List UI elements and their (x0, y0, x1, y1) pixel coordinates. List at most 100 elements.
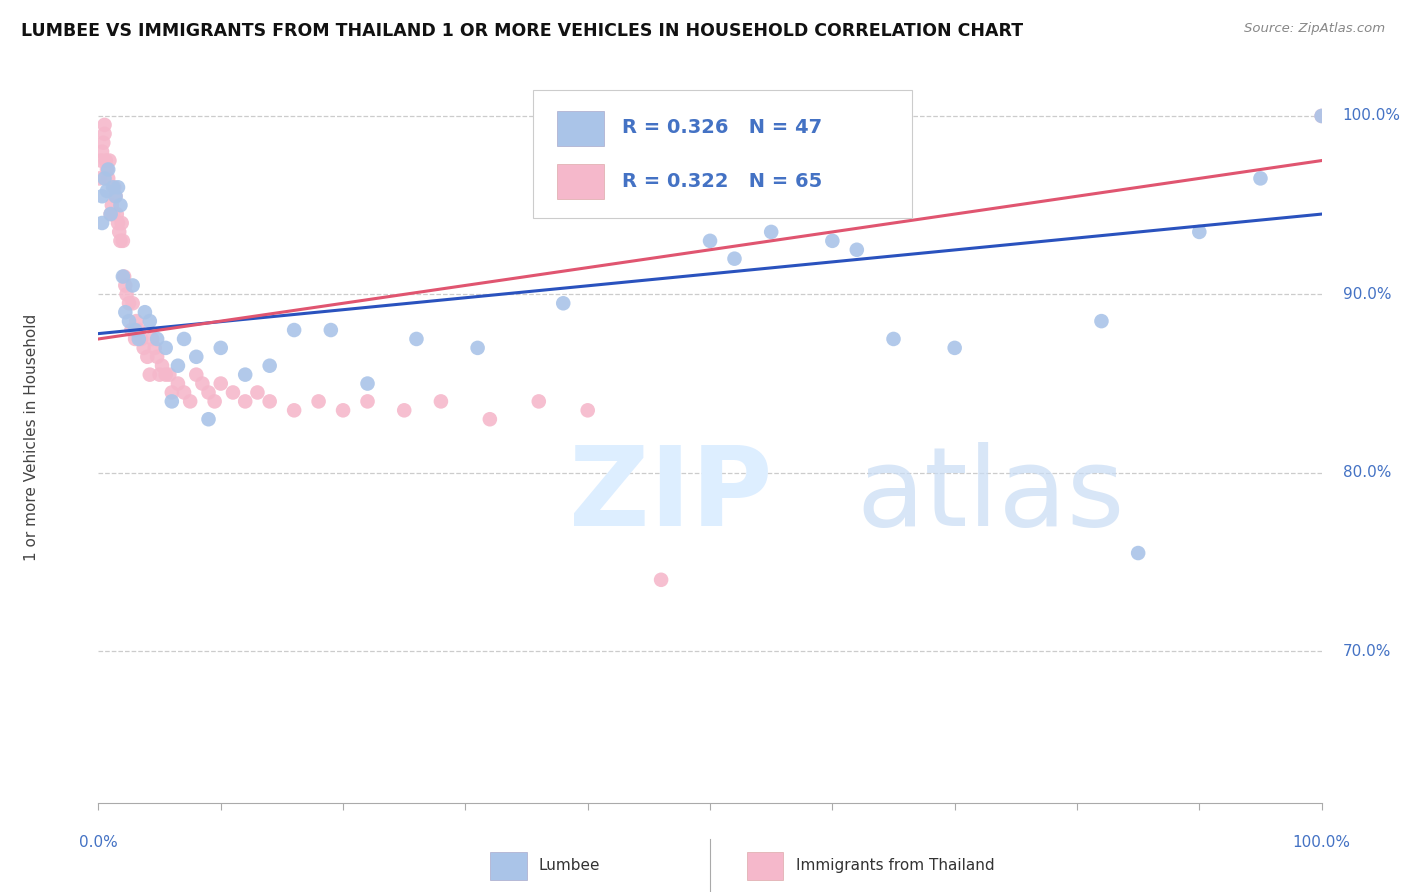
Point (146, 332, 169, 346)
Point (179, 394, 201, 409)
Point (553, 296, 575, 310)
Point (101, 180, 124, 194)
Point (527, 394, 550, 409)
Point (209, 376, 232, 391)
Point (204, 394, 226, 409)
Point (91, 216, 114, 230)
Point (93, 171, 115, 186)
Point (96, 162, 118, 177)
Point (233, 394, 256, 409)
Point (1128, 546, 1150, 560)
Point (100, 207, 122, 221)
Point (98, 153, 121, 168)
Point (124, 332, 146, 346)
Point (141, 332, 163, 346)
Point (97, 171, 120, 186)
Point (155, 341, 177, 355)
Point (134, 305, 156, 319)
Bar (747, 852, 783, 880)
Point (186, 368, 208, 382)
Point (155, 368, 177, 382)
Text: atlas: atlas (856, 442, 1125, 549)
Point (1188, 225, 1211, 239)
Point (89, 171, 111, 186)
Point (943, 341, 966, 355)
Point (173, 332, 195, 346)
Text: 100.0%: 100.0% (1343, 109, 1400, 123)
Point (143, 341, 166, 355)
Text: ZIP: ZIP (569, 442, 773, 549)
Text: 0.0%: 0.0% (79, 835, 118, 850)
Point (101, 198, 124, 212)
Text: 70.0%: 70.0% (1343, 644, 1391, 658)
Point (723, 252, 745, 266)
Point (112, 269, 135, 284)
Text: R = 0.322   N = 65: R = 0.322 N = 65 (621, 171, 823, 191)
Point (107, 216, 129, 230)
Point (283, 403, 305, 417)
Point (110, 234, 132, 248)
Point (93, 118, 115, 132)
Point (392, 403, 416, 417)
Point (128, 323, 150, 337)
Point (118, 314, 141, 328)
Point (105, 207, 128, 221)
Point (91, 189, 114, 203)
Point (191, 376, 214, 391)
Text: 1 or more Vehicles in Household: 1 or more Vehicles in Household (24, 313, 38, 561)
Point (319, 323, 342, 337)
Point (110, 198, 132, 212)
Point (761, 225, 783, 239)
Text: LUMBEE VS IMMIGRANTS FROM THAILAND 1 OR MORE VEHICLES IN HOUSEHOLD CORRELATION C: LUMBEE VS IMMIGRANTS FROM THAILAND 1 OR … (21, 22, 1024, 40)
Point (209, 341, 232, 355)
Point (883, 332, 905, 346)
Text: Source: ZipAtlas.com: Source: ZipAtlas.com (1244, 22, 1385, 36)
Point (430, 394, 453, 409)
Point (101, 207, 124, 221)
Point (233, 368, 256, 382)
Point (139, 314, 162, 328)
Point (173, 385, 195, 400)
Point (467, 341, 489, 355)
Point (1090, 314, 1112, 328)
Point (111, 269, 134, 284)
Point (626, 171, 648, 186)
Point (129, 332, 152, 346)
Point (136, 350, 159, 364)
Point (167, 359, 190, 373)
Point (478, 412, 501, 426)
Point (699, 234, 721, 248)
Point (186, 350, 208, 364)
Point (104, 189, 127, 203)
Point (114, 278, 136, 293)
Point (97, 162, 120, 177)
Point (139, 368, 162, 382)
Point (197, 385, 219, 400)
Point (222, 385, 245, 400)
Point (91, 145, 114, 159)
Point (160, 394, 183, 409)
Bar (489, 852, 526, 880)
Point (167, 376, 190, 391)
Text: 80.0%: 80.0% (1343, 466, 1391, 480)
Point (197, 412, 219, 426)
Point (1310, 109, 1333, 123)
Point (283, 323, 305, 337)
Point (107, 180, 129, 194)
Point (120, 323, 142, 337)
Point (121, 278, 143, 293)
Point (821, 234, 844, 248)
Point (356, 376, 378, 391)
Point (128, 332, 150, 346)
Point (146, 350, 169, 364)
Point (121, 296, 143, 310)
FancyBboxPatch shape (533, 90, 912, 218)
Point (103, 180, 125, 194)
Text: R = 0.326   N = 47: R = 0.326 N = 47 (621, 118, 823, 137)
Bar (557, 111, 603, 146)
Point (115, 287, 138, 301)
Point (111, 216, 134, 230)
Point (576, 403, 599, 417)
Point (308, 394, 330, 409)
Point (114, 305, 136, 319)
